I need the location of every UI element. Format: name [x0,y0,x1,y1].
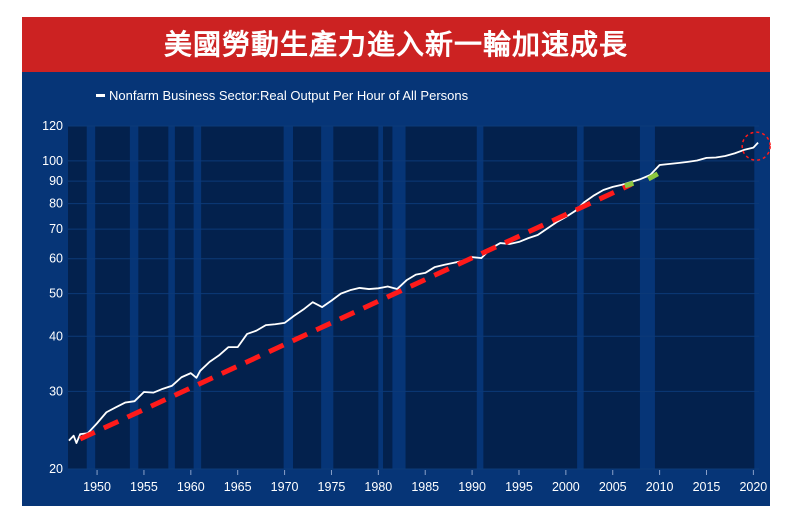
x-tick-label: 2020 [739,480,767,494]
expansion-panel [654,126,755,469]
y-tick-label: 20 [49,462,63,476]
expansion-panel [138,126,169,469]
x-tick-label: 1975 [318,480,346,494]
y-tick-label: 30 [49,384,63,398]
expansion-panel [405,126,477,469]
expansion-panel [201,126,284,469]
expansion-panel [293,126,322,469]
y-tick-label: 80 [49,197,63,211]
expansion-panel [333,126,379,469]
expansion-panel [483,126,578,469]
x-tick-label: 1990 [458,480,486,494]
legend-swatch [96,94,105,97]
y-tick-label: 90 [49,174,63,188]
y-tick-label: 70 [49,222,63,236]
y-tick-label: 60 [49,252,63,266]
trend-line-green-segment [624,180,635,189]
x-tick-label: 1980 [364,480,392,494]
x-tick-label: 2010 [646,480,674,494]
x-tick-label: 1960 [177,480,205,494]
trend-line [79,182,633,442]
y-tick-label: 120 [42,119,63,133]
expansion-panel [583,126,640,469]
x-tick-label: 1995 [505,480,533,494]
y-tick-label: 40 [49,329,63,343]
x-tick-label: 1955 [130,480,158,494]
expansion-panel [68,126,87,469]
chart-title: 美國勞動生產力進入新一輪加速成長 [22,17,770,72]
highlight-circle [741,131,771,161]
x-tick-label: 1950 [83,480,111,494]
x-tick-label: 2000 [552,480,580,494]
x-tick-label: 1965 [224,480,252,494]
x-tick-label: 1985 [411,480,439,494]
expansion-panel [95,126,130,469]
legend-label: Nonfarm Business Sector:Real Output Per … [109,88,469,103]
y-tick-label: 100 [42,154,63,168]
series-line [68,142,759,444]
expansion-panel [174,126,194,469]
x-tick-label: 2005 [599,480,627,494]
legend: Nonfarm Business Sector:Real Output Per … [96,88,468,103]
x-tick-label: 2015 [693,480,721,494]
x-tick-label: 1970 [271,480,299,494]
y-tick-label: 50 [49,287,63,301]
trend-line-green-segment [647,171,659,182]
